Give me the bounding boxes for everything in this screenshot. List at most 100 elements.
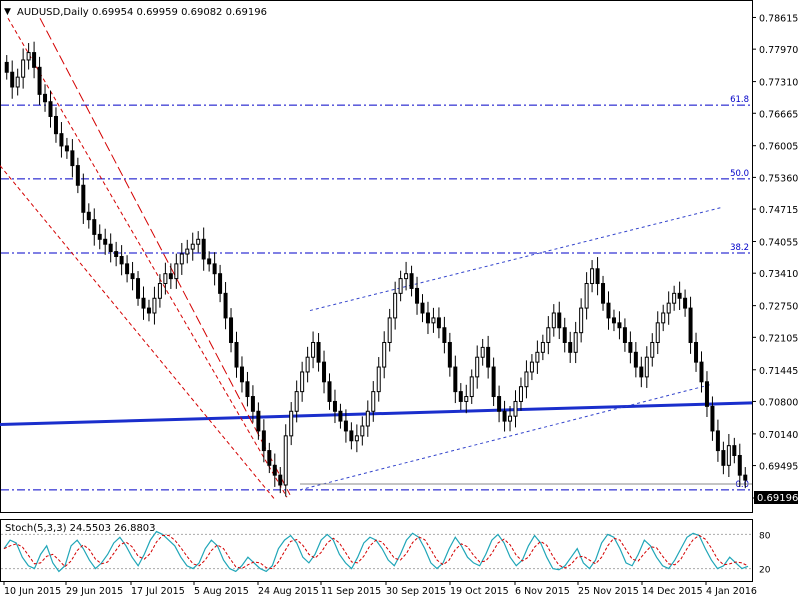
candle-bull [584,283,589,309]
candle-bull [354,435,359,442]
y-tick-label: 0.74715 [759,205,798,216]
candle-bear [234,341,239,368]
rising-channel-upper [309,206,723,312]
y-tick-label: 0.72105 [759,333,798,344]
candle-bull [573,332,578,353]
stoch-level-label: 20 [759,566,771,576]
candle-bear [617,322,622,329]
candle-bear [622,327,627,343]
candle-bull [289,410,294,437]
candle-bear [606,302,611,319]
y-tick-label: 0.78615 [759,13,798,24]
candle-bull [26,52,31,61]
candle-bull [163,273,168,285]
candle-bull [551,312,556,329]
candle-bull [513,400,518,417]
candle-bear [557,312,562,329]
x-tick-label: 10 Jun 2015 [4,586,61,597]
candle-bull [590,268,595,285]
candle-bull [382,341,387,368]
y-tick-label: 0.77310 [759,78,798,89]
candle-bear [136,278,141,299]
candle-bear [611,317,616,324]
candle-bear [32,52,37,68]
candle-bear [425,312,430,324]
candle-bull [185,248,190,255]
channel-line-upper [7,17,288,498]
stoch-label: Stoch(5,3,3) 24.5503 26.8803 [5,523,156,534]
candle-bull [174,263,179,280]
fib-level-label: 50.0 [730,169,749,179]
candle-bull [360,425,365,437]
candle-bear [278,474,283,486]
candle-bear [633,351,638,368]
candle-bear [497,396,502,412]
x-tick-label: 11 Sep 2015 [321,586,381,597]
candle-bull [726,445,731,466]
candle-bear [458,391,463,402]
candle-bull [15,76,20,88]
candle-bull [190,243,195,250]
candle-bull [480,346,485,358]
candle-bear [103,238,108,245]
candle-bear [338,410,343,422]
y-tick-label: 0.72750 [759,302,798,313]
x-tick-label: 30 Sep 2015 [386,586,446,597]
y-tick-label: 0.74055 [759,238,798,249]
rising-channel-lower [299,383,713,491]
candle-bear [343,420,348,432]
candle-bear [81,184,86,213]
candle-bear [86,211,91,221]
candle-bear [595,268,600,285]
candle-bear [108,243,113,253]
candle-bear [141,297,146,309]
main-plot-frame [0,0,753,513]
fib-level-label: 38.2 [730,243,749,253]
stoch-signal-line [3,534,749,570]
candle-bull [196,238,201,245]
candle-bear [322,361,327,383]
candle-bear [688,307,693,343]
candle-bear [37,66,42,95]
fib-level-label: 0.0 [735,480,749,490]
candle-bear [53,115,58,135]
candle-bear [447,341,452,368]
candle-bear [4,61,9,73]
candle-bear [710,405,715,432]
price-badge: 0.69196 [757,493,798,504]
candle-bull [157,283,162,299]
candle-bear [119,256,124,265]
candle-bear [250,396,255,412]
candle-bull [475,356,480,378]
candles-group [4,41,748,497]
candle-bull [371,391,376,412]
candle-bull [672,292,677,304]
x-tick-label: 25 Nov 2015 [578,586,639,597]
candle-bull [376,366,381,393]
candle-bear [267,450,272,466]
candle-bear [48,101,53,117]
candle-bull [666,302,671,314]
candle-bull [661,312,666,324]
candle-bull [529,361,534,373]
candle-bear [261,430,266,452]
candle-bear [97,233,102,240]
candle-bull [650,341,655,358]
header-arrow[interactable]: ▼ [4,7,11,17]
candle-bear [75,165,80,186]
candle-bull [21,59,26,78]
candle-bear [683,297,688,309]
x-tick-label: 19 Oct 2015 [450,586,509,597]
candle-bear [743,474,748,481]
candle-bear [218,273,223,294]
candle-bear [677,292,682,299]
candle-bear [409,273,414,289]
candle-bear [64,145,69,152]
candle-bear [737,454,742,476]
x-tick-label: 4 Jan 2016 [706,586,757,597]
candle-bull [469,376,474,398]
candle-bear [316,341,321,363]
candle-bear [201,238,206,260]
